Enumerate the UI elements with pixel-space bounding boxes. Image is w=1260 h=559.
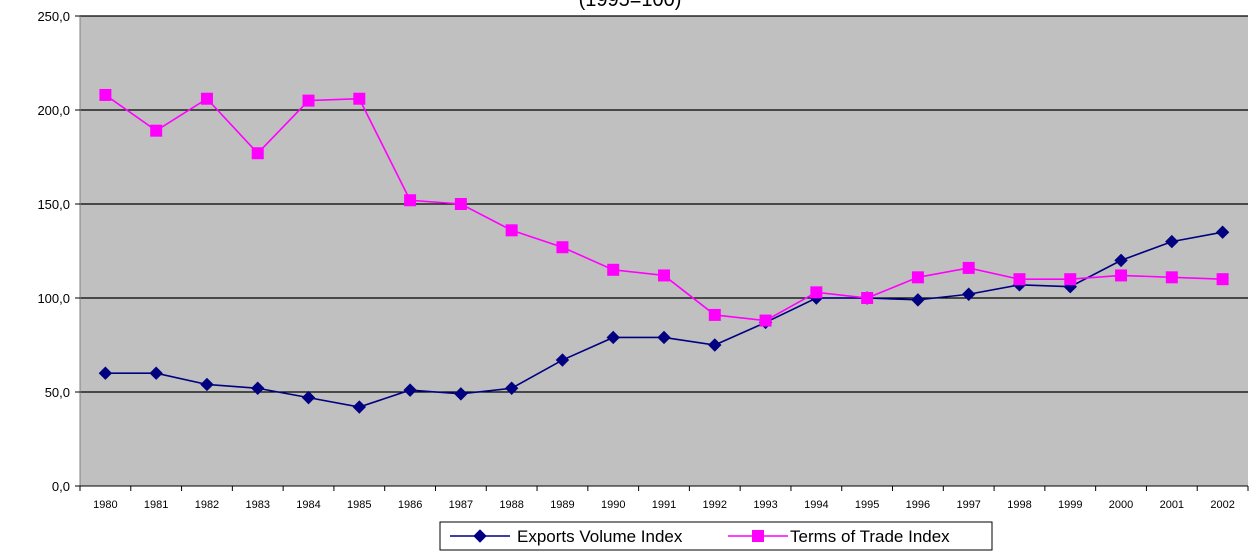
data-point-square <box>251 147 264 160</box>
x-tick-label: 1997 <box>956 499 980 511</box>
data-point-diamond <box>657 330 671 345</box>
x-tick-label: 1982 <box>195 499 219 511</box>
data-point-square <box>505 224 518 237</box>
x-tick-label: 2000 <box>1109 499 1133 511</box>
data-point-square <box>1064 273 1077 286</box>
legend: Exports Volume Index Terms of Trade Index <box>439 521 993 551</box>
data-point-diamond <box>98 366 113 380</box>
x-tick-label: 1998 <box>1007 499 1031 511</box>
x-tick-label: 1983 <box>245 499 269 511</box>
data-point-diamond <box>1114 253 1128 268</box>
x-tick-label: 1993 <box>753 499 777 511</box>
y-tick-label: 150,0 <box>37 197 70 212</box>
legend-box <box>439 521 993 551</box>
data-point-square <box>1115 269 1128 282</box>
data-point-diamond <box>149 366 163 380</box>
data-point-diamond <box>504 381 519 395</box>
x-tick-label: 1994 <box>804 499 828 511</box>
data-point-diamond <box>403 383 417 397</box>
data-point-square <box>759 314 772 327</box>
chart-title: (1995=100) <box>579 0 682 11</box>
data-point-diamond <box>606 330 620 345</box>
y-axis: 0,0 50,0 100,0 150,0 200,0 250,0 <box>37 9 80 494</box>
x-tick-label: 2002 <box>1210 499 1234 511</box>
series-terms-of-trade <box>99 88 1229 327</box>
data-point-square <box>911 271 924 284</box>
y-tick-label: 0,0 <box>52 479 70 494</box>
data-point-square <box>607 263 620 276</box>
data-point-square <box>454 198 467 210</box>
legend-label: Exports Volume Index <box>517 527 683 546</box>
x-tick-label: 1995 <box>855 499 879 511</box>
data-point-diamond <box>961 287 976 301</box>
y-tick-label: 250,0 <box>37 9 70 24</box>
x-tick-label: 1985 <box>347 499 371 511</box>
data-point-square <box>1216 273 1229 286</box>
x-tick-label: 1996 <box>906 499 930 511</box>
legend-marker <box>752 530 764 542</box>
x-tick-label: 1991 <box>652 499 676 511</box>
data-point-diamond <box>708 338 722 352</box>
plot-background <box>80 16 1248 486</box>
data-point-square <box>99 88 112 101</box>
y-tick-label: 50,0 <box>45 385 70 400</box>
plot-area <box>79 15 1248 487</box>
data-point-square <box>810 286 823 299</box>
x-tick-label: 1986 <box>398 499 422 511</box>
data-point-diamond <box>911 293 925 307</box>
data-point-diamond <box>200 377 214 392</box>
data-point-diamond <box>454 387 468 401</box>
x-axis: 1980 1981 1982 1983 1984 1985 1986 1987 1988 1989… <box>79 486 1249 511</box>
x-tick-label: 1988 <box>499 499 523 511</box>
legend-marker <box>473 529 487 543</box>
data-point-square <box>200 92 213 105</box>
x-tick-label: 1984 <box>296 499 320 511</box>
x-tick-label: 1989 <box>550 499 574 511</box>
x-tick-label: 2001 <box>1160 499 1184 511</box>
data-point-square <box>404 194 417 207</box>
data-point-diamond <box>301 390 316 405</box>
data-point-square <box>658 269 670 282</box>
data-point-square <box>1165 271 1178 284</box>
data-point-square <box>708 308 721 321</box>
data-point-diamond <box>1165 234 1179 249</box>
data-point-square <box>861 292 874 304</box>
data-point-square <box>1013 273 1026 286</box>
data-point-square <box>353 92 366 105</box>
y-tick-label: 100,0 <box>37 291 70 306</box>
data-point-square <box>962 261 975 274</box>
y-tick-label: 200,0 <box>37 103 70 118</box>
x-tick-label: 1981 <box>144 499 168 511</box>
data-point-square <box>556 241 569 254</box>
legend-entry: Exports Volume Index <box>450 527 683 546</box>
x-tick-label: 1980 <box>93 499 117 511</box>
series-layer <box>98 88 1230 414</box>
legend-label: Terms of Trade Index <box>790 527 950 546</box>
x-tick-label: 1999 <box>1058 499 1082 511</box>
data-point-square <box>150 124 163 137</box>
data-point-square <box>302 94 315 107</box>
legend-entry: Terms of Trade Index <box>728 527 950 546</box>
data-point-diamond <box>251 381 265 395</box>
x-tick-label: 1987 <box>449 499 473 511</box>
x-tick-label: 1990 <box>601 499 625 511</box>
data-point-diamond <box>1215 225 1230 239</box>
data-point-diamond <box>555 353 570 367</box>
data-point-diamond <box>352 400 367 414</box>
x-tick-label: 1992 <box>703 499 727 511</box>
